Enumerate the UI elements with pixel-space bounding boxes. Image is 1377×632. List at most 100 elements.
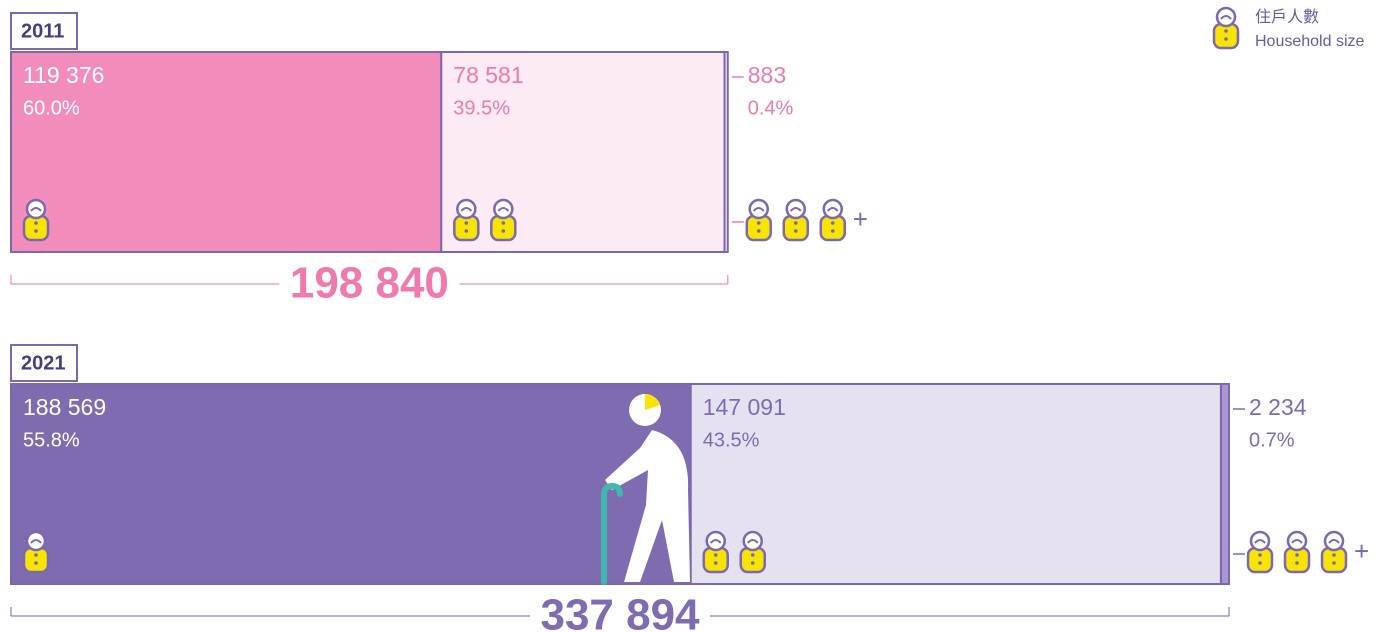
elder-body <box>605 430 690 582</box>
person-icon <box>739 530 766 574</box>
total-bg <box>530 592 710 632</box>
person-icon <box>490 198 517 242</box>
segment <box>10 51 443 253</box>
icon-body <box>782 214 810 242</box>
icon-dot <box>34 561 38 565</box>
icon-body <box>739 546 766 574</box>
person-icon <box>1320 530 1348 574</box>
person-icon <box>819 198 847 242</box>
icon-dot <box>756 221 761 225</box>
person-icon <box>22 198 50 242</box>
legend-title-zh: 住戶人數 <box>1255 8 1319 26</box>
icon-dot <box>713 561 718 565</box>
total-label: 337 894 <box>540 591 700 632</box>
icon-dot <box>34 229 38 233</box>
icon-body <box>490 214 517 242</box>
elderly-figure <box>601 394 690 585</box>
icon-face <box>30 207 42 212</box>
icon-dot <box>793 229 798 233</box>
person-icon <box>782 198 810 242</box>
icon-dot <box>34 553 38 557</box>
percent-label: 0.4% <box>748 97 794 119</box>
icon-body <box>1320 546 1348 574</box>
elder-hair <box>645 394 660 410</box>
person-icon <box>745 198 773 242</box>
year-label: 2021 <box>21 352 66 374</box>
person-icon <box>702 530 729 574</box>
elder-cane <box>601 482 623 585</box>
percent-label: 55.8% <box>23 429 80 451</box>
value-label: 2 234 <box>1249 394 1307 420</box>
icon-face <box>460 207 473 212</box>
icon-dot <box>464 229 469 233</box>
icon-dot <box>1332 561 1336 565</box>
year-label: 2011 <box>21 20 64 42</box>
icon-dot <box>750 553 755 557</box>
icon-face <box>497 207 510 212</box>
icon-face <box>30 539 42 544</box>
icon-body <box>819 214 847 242</box>
icon-body <box>22 214 50 242</box>
icon-face <box>1220 15 1232 20</box>
icon-dot <box>793 221 798 225</box>
icon-face <box>789 207 802 212</box>
segment <box>723 51 729 253</box>
icon-body <box>453 214 480 242</box>
value-label: 147 091 <box>703 394 786 420</box>
person-icon <box>453 198 480 242</box>
percent-label: 43.5% <box>703 429 760 451</box>
icon-dot <box>1224 29 1228 33</box>
icon-face <box>746 539 759 544</box>
icon-dot <box>1295 553 1299 557</box>
icon-dot <box>464 221 469 225</box>
value-label: 119 376 <box>23 62 104 88</box>
icon-face <box>826 207 839 212</box>
icon-dot <box>830 229 835 233</box>
icon-dot <box>501 221 506 225</box>
icon-face <box>1254 539 1266 544</box>
icon-dot <box>1332 553 1336 557</box>
person-icon <box>1283 530 1311 574</box>
person-icon <box>22 530 50 574</box>
icon-dot <box>501 229 506 233</box>
person-icon <box>1212 6 1240 50</box>
icon-face <box>752 207 765 212</box>
percent-label: 60.0% <box>23 97 80 119</box>
more-label: + <box>853 204 868 234</box>
icon-dot <box>756 229 761 233</box>
value-label: 188 569 <box>23 394 106 420</box>
year-box <box>10 344 78 382</box>
value-label: 883 <box>748 62 786 88</box>
more-label: + <box>1354 536 1369 566</box>
legend-title-en: Household size <box>1255 33 1365 50</box>
icon-dot <box>713 553 718 557</box>
icon-body <box>745 214 773 242</box>
icon-dot <box>750 561 755 565</box>
segment <box>689 383 1222 585</box>
segment <box>10 383 692 585</box>
icon-body <box>702 546 729 574</box>
icon-body <box>1283 546 1311 574</box>
total-bg <box>279 260 460 308</box>
segment <box>1219 383 1230 585</box>
icon-face <box>1291 539 1303 544</box>
icon-dot <box>1258 561 1262 565</box>
icon-body <box>1246 546 1274 574</box>
icon-dot <box>830 221 835 225</box>
value-label: 78 581 <box>453 62 523 88</box>
icon-body <box>22 546 50 574</box>
icon-dot <box>1295 561 1299 565</box>
percent-label: 39.5% <box>453 97 510 119</box>
person-icon <box>1246 530 1274 574</box>
icon-dot <box>1224 37 1228 41</box>
icon-dot <box>34 221 38 225</box>
icon-body <box>1212 22 1240 50</box>
icon-face <box>709 539 722 544</box>
year-box <box>10 12 78 50</box>
percent-label: 0.7% <box>1249 429 1295 451</box>
segment <box>440 51 726 253</box>
icon-dot <box>1258 553 1262 557</box>
total-label: 198 840 <box>290 259 449 308</box>
icon-face <box>1328 539 1340 544</box>
